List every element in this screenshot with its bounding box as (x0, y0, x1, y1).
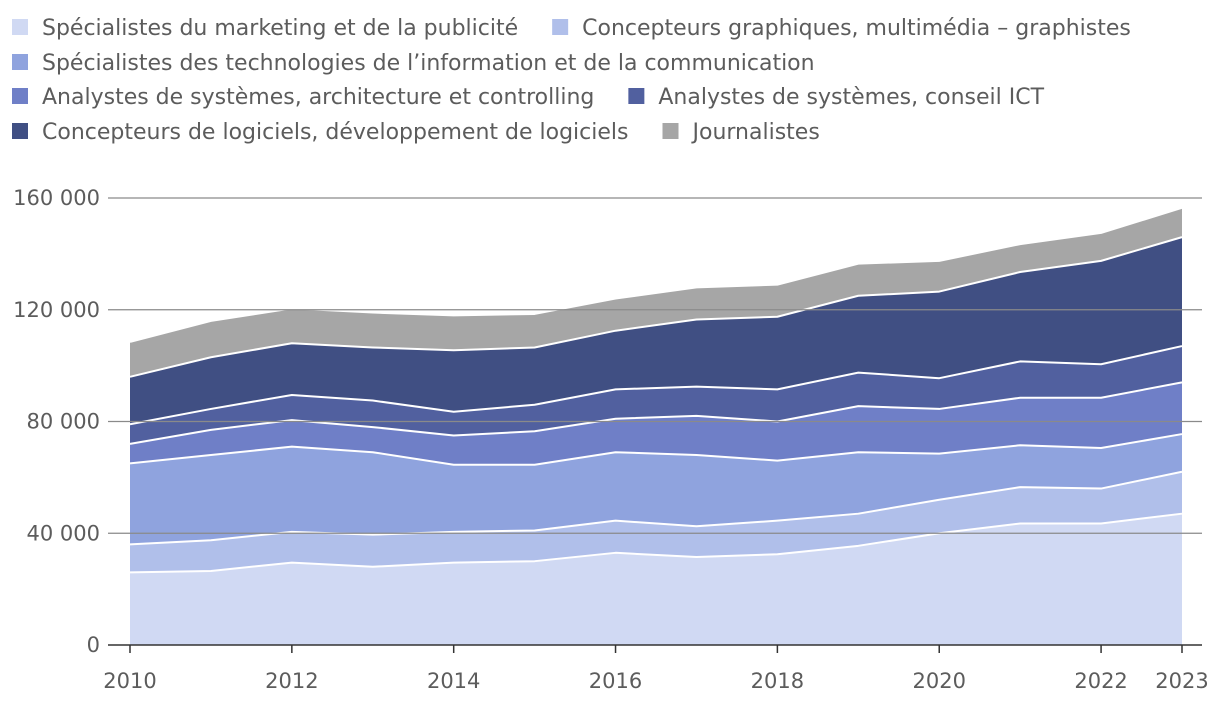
area-journalistes (130, 207, 1182, 377)
area-edge-concepteurs-graphiques-multimedia-graphistes (129, 470, 1183, 546)
legend-label: Analystes de systèmes, architecture et c… (42, 85, 594, 110)
legend-item-concepteurs-de-logiciels-developpement-de-logiciels: Concepteurs de logiciels, développement … (12, 120, 629, 145)
x-tick-label: 2010 (103, 669, 156, 693)
legend-label: Analystes de systèmes, conseil ICT (658, 85, 1044, 110)
legend-label: Concepteurs de logiciels, développement … (42, 120, 629, 145)
legend-swatch (12, 123, 28, 139)
area-concepteurs-de-logiciels-developpement-de-logiciels (130, 237, 1182, 425)
y-tick-label: 0 (87, 633, 100, 657)
x-tick-label: 2016 (589, 669, 642, 693)
axes: 0 40 000 80 000 120 000 160 000 2010 2012 2014 2… (13, 186, 1209, 693)
area-concepteurs-graphiques-multimedia-graphistes (130, 471, 1182, 573)
x-tick-label: 2018 (751, 669, 804, 693)
area-analystes-de-systemes-architecture-et-controlling (130, 382, 1182, 465)
legend-swatch (12, 88, 28, 104)
legend-label: Spécialistes du marketing et de la publi… (42, 16, 518, 41)
legend-swatch (662, 123, 679, 139)
legend-label: Journalistes (691, 120, 820, 145)
legend-item-specialistes-des-technologies-de-l-information-et-de-la-communication: Spécialistes des technologies de l’infor… (12, 51, 815, 76)
y-tick-label: 120 000 (13, 298, 100, 322)
area-edge-journalistes (129, 206, 1183, 343)
legend-item-specialistes-du-marketing-et-de-la-publicite: Spécialistes du marketing et de la publi… (12, 16, 518, 41)
legend-label: Concepteurs graphiques, multimédia – gra… (582, 16, 1131, 41)
x-tick-label: 2022 (1074, 669, 1127, 693)
x-tick-label: 2020 (913, 669, 966, 693)
x-tick-label: 2012 (265, 669, 318, 693)
area-series (129, 206, 1183, 645)
legend-swatch (12, 19, 28, 35)
legend-item-analystes-de-systemes-architecture-et-controlling: Analystes de systèmes, architecture et c… (12, 85, 594, 110)
y-tick-label: 160 000 (13, 186, 100, 210)
legend-swatch (12, 54, 28, 70)
y-tick-label: 40 000 (27, 521, 100, 545)
area-edge-specialistes-du-marketing-et-de-la-publicite (129, 512, 1183, 574)
area-specialistes-des-technologies-de-l-information-et-de-la-communication (130, 434, 1182, 545)
x-tick-label: 2023 (1155, 669, 1208, 693)
legend-item-analystes-de-systemes-conseil-ict: Analystes de systèmes, conseil ICT (628, 85, 1045, 110)
area-edge-concepteurs-de-logiciels-developpement-de-logiciels (129, 236, 1183, 378)
legend-item-journalistes: Journalistes (662, 120, 820, 145)
legend-swatch (552, 19, 569, 35)
area-analystes-de-systemes-conseil-ict (130, 346, 1182, 444)
legend-label: Spécialistes des technologies de l’infor… (42, 51, 815, 76)
x-tick-label: 2014 (427, 669, 480, 693)
legend-item-concepteurs-graphiques-multimedia-graphistes: Concepteurs graphiques, multimédia – gra… (552, 16, 1131, 41)
y-tick-label: 80 000 (27, 410, 100, 434)
area-edge-analystes-de-systemes-conseil-ict (129, 345, 1183, 426)
area-edge-specialistes-des-technologies-de-l-information-et-de-la-communication (129, 433, 1183, 466)
legend: Spécialistes du marketing et de la publi… (12, 16, 1131, 145)
area-specialistes-du-marketing-et-de-la-publicite (130, 513, 1182, 645)
legend-swatch (628, 88, 645, 104)
